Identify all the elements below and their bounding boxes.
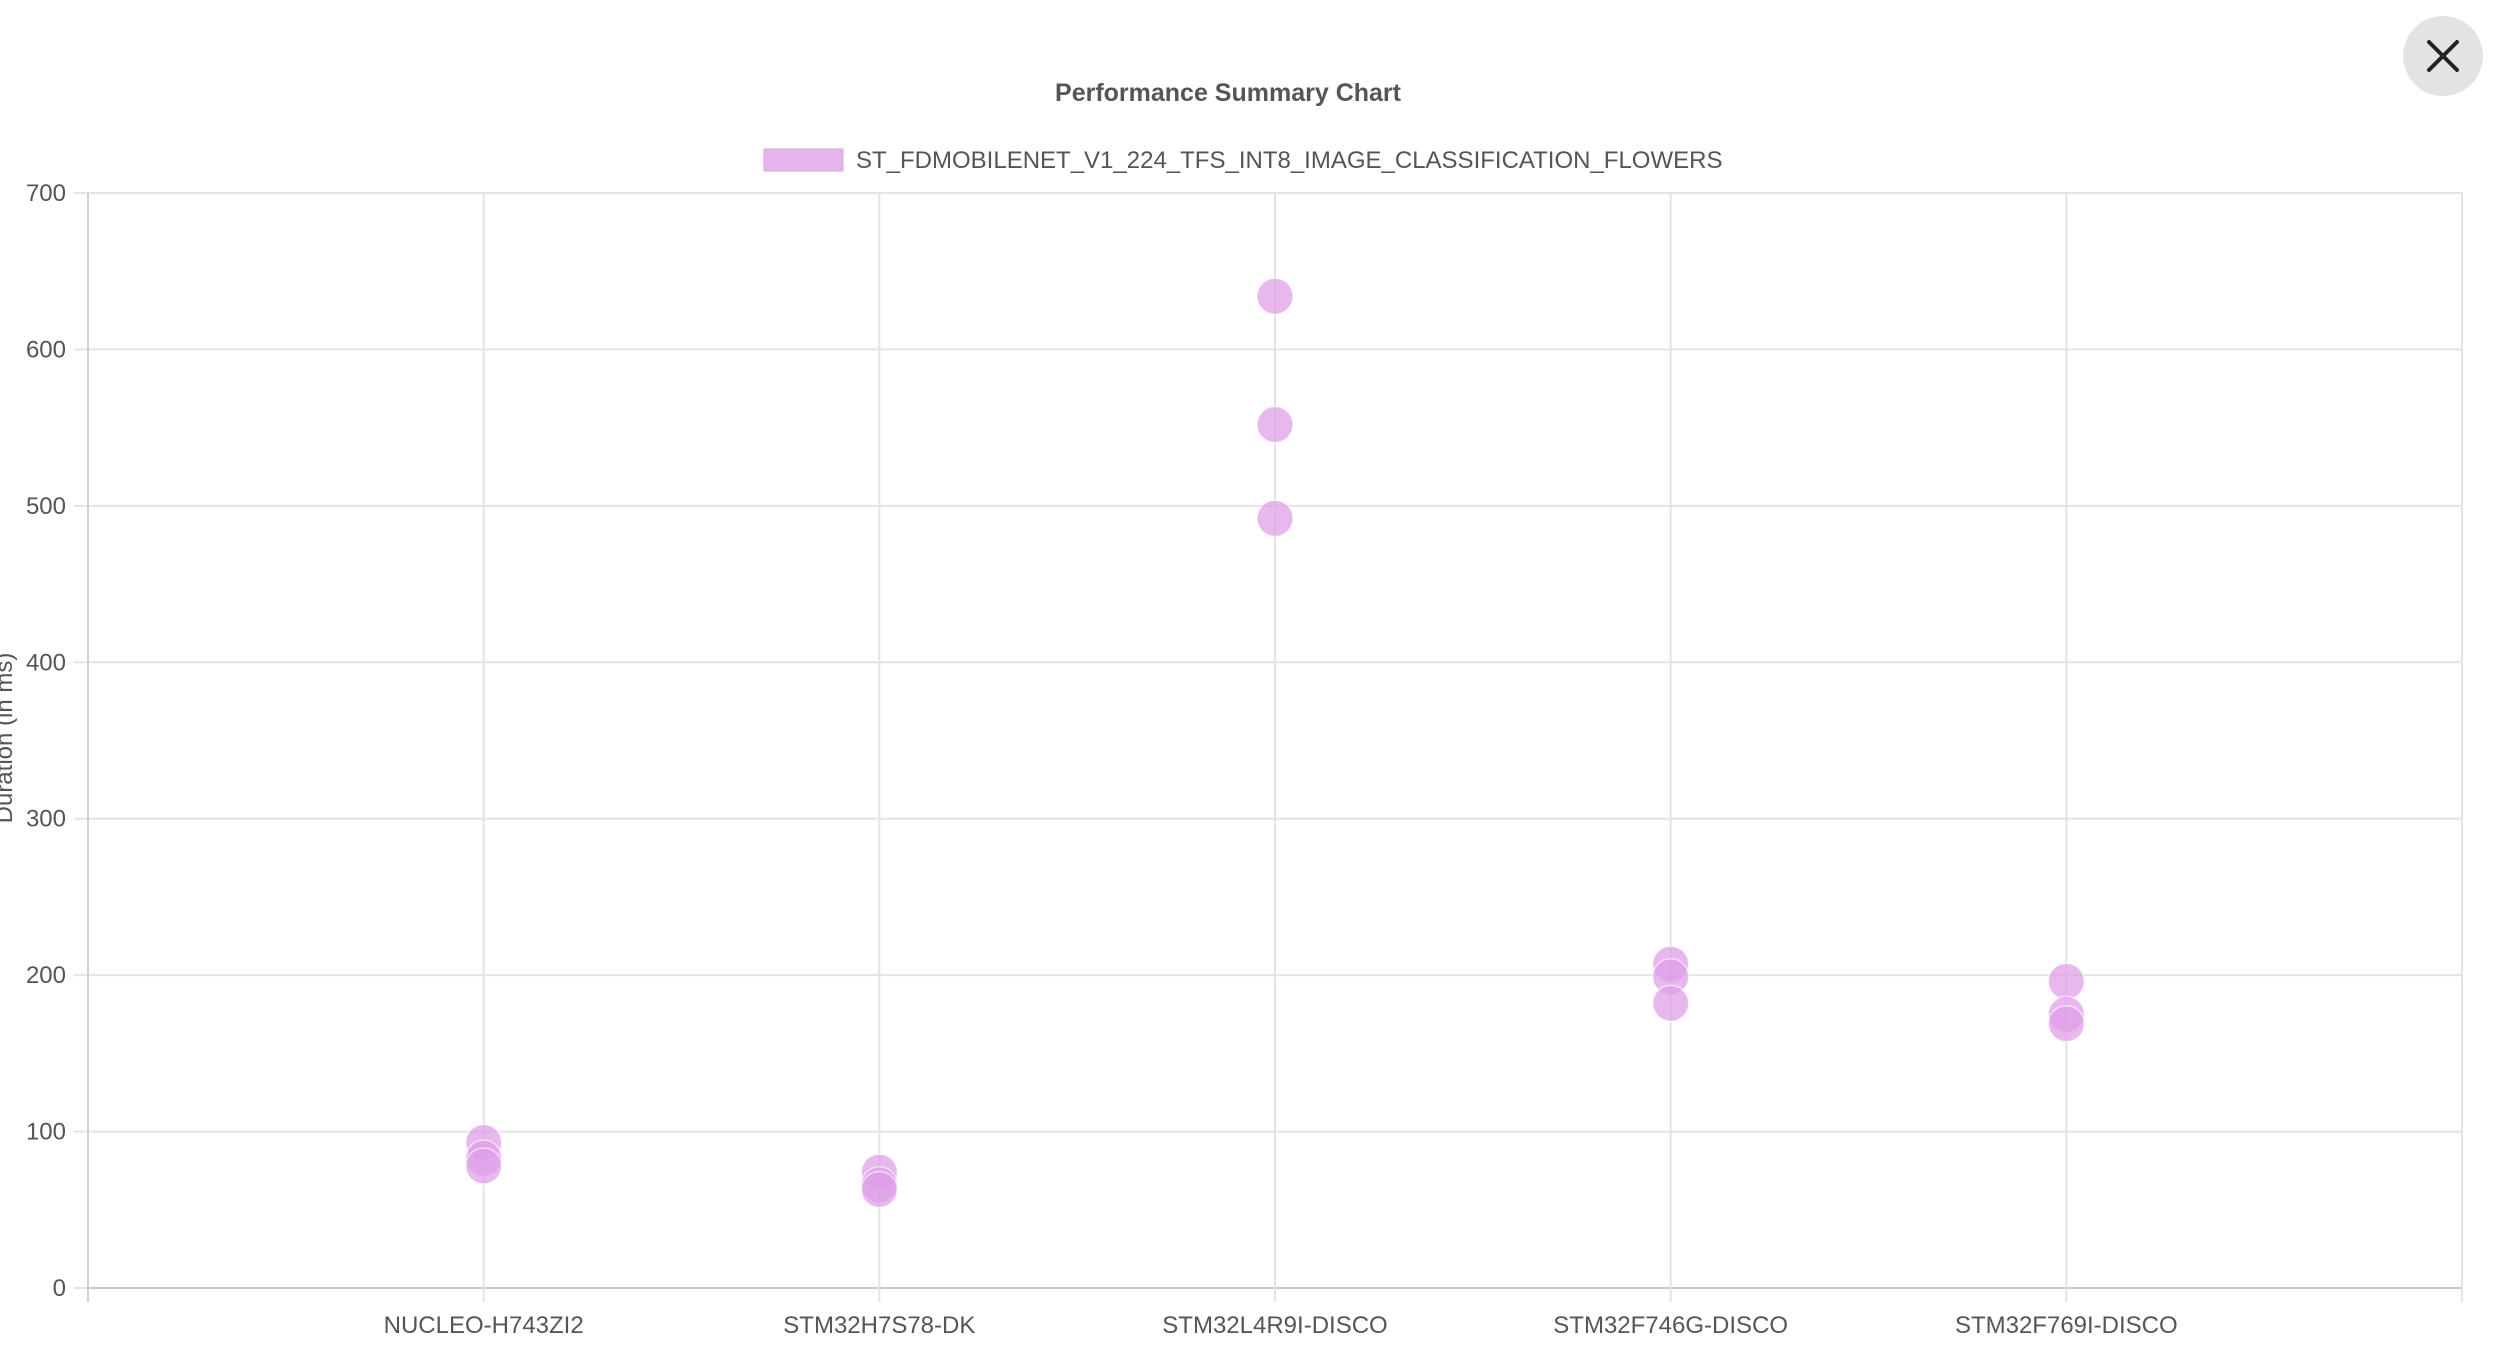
data-point[interactable]: [464, 1147, 503, 1185]
grid: [74, 192, 2463, 1302]
y-tick-label: 100: [26, 1119, 66, 1146]
data-point[interactable]: [2047, 1004, 2086, 1043]
close-icon: [2427, 40, 2459, 72]
x-tick-label: NUCLEO-H743ZI2: [384, 1312, 584, 1339]
y-tick-label: 700: [26, 180, 66, 207]
x-tick-label: STM32F769I-DISCO: [1955, 1312, 2178, 1339]
y-tick-label: 300: [26, 806, 66, 833]
y-tick-label: 400: [26, 649, 66, 676]
legend-swatch: [763, 148, 844, 172]
data-points[interactable]: [464, 277, 2086, 1209]
data-point[interactable]: [1256, 277, 1294, 315]
x-tick-label: STM32F746G-DISCO: [1553, 1312, 1788, 1339]
axes: 0 100 200 300 400 500 600 700 NUCLEO-H743ZI2 STM3…: [26, 180, 2178, 1339]
legend[interactable]: ST_FDMOBILENET_V1_224_TFS_INT8_IMAGE_CLA…: [763, 147, 1722, 174]
x-tick-label: STM32H7S78-DK: [783, 1312, 975, 1339]
data-point[interactable]: [2047, 962, 2086, 1001]
x-tick-label: STM32L4R9I-DISCO: [1162, 1312, 1387, 1339]
close-button[interactable]: [2403, 16, 2483, 96]
data-point[interactable]: [1256, 499, 1294, 538]
data-point[interactable]: [1651, 984, 1690, 1023]
y-tick-label: 500: [26, 493, 66, 520]
data-point[interactable]: [1256, 405, 1294, 444]
y-axis-title: Duration (in ms): [0, 653, 18, 824]
y-tick-label: 200: [26, 962, 66, 989]
legend-label: ST_FDMOBILENET_V1_224_TFS_INT8_IMAGE_CLA…: [856, 147, 1722, 174]
data-point[interactable]: [860, 1170, 899, 1209]
chart-title: Performance Summary Chart: [1055, 79, 1402, 107]
y-tick-label: 600: [26, 336, 66, 363]
y-tick-label: 0: [53, 1275, 66, 1302]
